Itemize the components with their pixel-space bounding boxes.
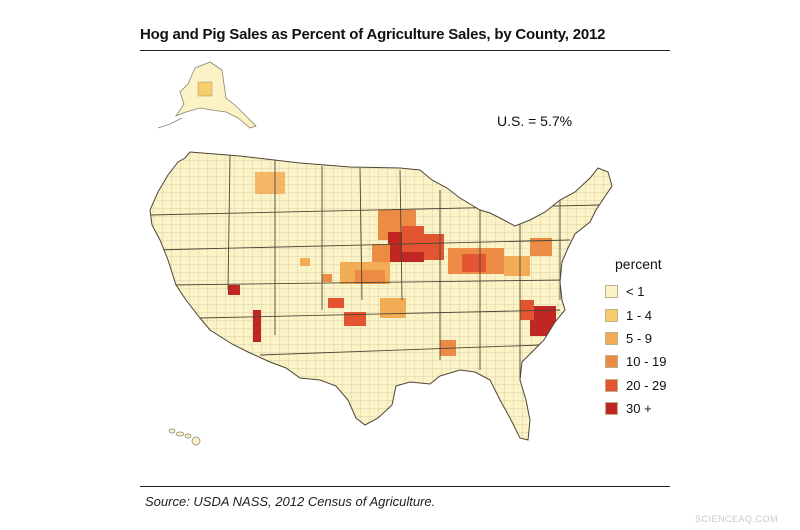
legend: percent < 1 1 - 4 5 - 9 10 - 19 20 - 29 … bbox=[605, 256, 666, 420]
legend-swatch bbox=[605, 285, 618, 299]
map-title: Hog and Pig Sales as Percent of Agricult… bbox=[140, 26, 606, 43]
legend-label: 30 + bbox=[626, 401, 652, 417]
us-total-label: U.S. = 5.7% bbox=[497, 113, 573, 129]
legend-item: < 1 bbox=[605, 280, 666, 303]
legend-item: 10 - 19 bbox=[605, 350, 666, 373]
alaska-hog-county bbox=[197, 81, 213, 97]
hawaii-region bbox=[168, 428, 201, 446]
legend-label: 10 - 19 bbox=[626, 354, 667, 370]
alaska-region bbox=[157, 61, 257, 129]
source-rule bbox=[140, 486, 670, 487]
hog-sales-hotspots bbox=[228, 172, 556, 356]
legend-label: 5 - 9 bbox=[626, 330, 653, 346]
legend-swatch bbox=[605, 355, 618, 369]
alaska-shape bbox=[174, 61, 257, 129]
legend-item: 1 - 4 bbox=[605, 303, 666, 326]
legend-item: 5 - 9 bbox=[605, 327, 666, 350]
watermark: SCIENCEAQ.COM bbox=[694, 514, 778, 524]
legend-swatch bbox=[605, 331, 618, 345]
title-rule bbox=[140, 50, 670, 51]
legend-swatch bbox=[605, 378, 618, 392]
contiguous-us-region bbox=[149, 151, 613, 441]
legend-swatch bbox=[605, 402, 618, 416]
source-note: Source: USDA NASS, 2012 Census of Agricu… bbox=[145, 494, 436, 509]
legend-item: 20 - 29 bbox=[605, 374, 666, 397]
legend-label: < 1 bbox=[626, 284, 645, 300]
legend-label: 1 - 4 bbox=[626, 307, 653, 323]
legend-label: 20 - 29 bbox=[626, 377, 667, 393]
legend-swatch bbox=[605, 308, 618, 322]
legend-title: percent bbox=[615, 256, 662, 272]
legend-item: 30 + bbox=[605, 397, 666, 420]
state-boundaries bbox=[150, 154, 601, 380]
